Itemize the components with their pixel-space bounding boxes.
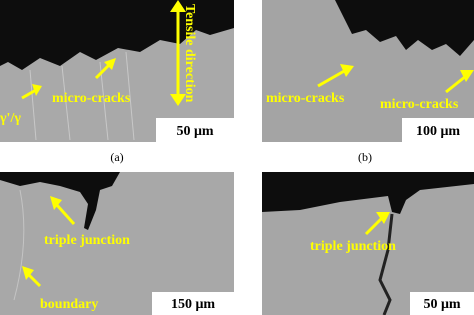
- grain-boundary: [13, 189, 25, 301]
- scale-bar: 150 μm: [171, 297, 215, 312]
- crack-region: [335, 0, 474, 56]
- panel-b: micro-cracks micro-cracks 100 μm (b): [262, 0, 474, 164]
- arrowhead: [22, 266, 34, 280]
- scale-box: [402, 118, 474, 142]
- arrowhead: [340, 64, 354, 77]
- scale-bar: 50 μm: [176, 124, 213, 139]
- arrow: [445, 74, 467, 94]
- crack: [378, 213, 394, 315]
- crack-region: [262, 172, 474, 214]
- arrow: [54, 202, 76, 226]
- scale-box: [410, 292, 474, 315]
- crack-region: [0, 172, 120, 230]
- arrowhead: [376, 212, 390, 224]
- panel-label: (b): [358, 150, 372, 164]
- arrowhead: [32, 84, 42, 96]
- arrowhead: [104, 58, 116, 70]
- annotation: Tensile direction: [182, 4, 197, 103]
- crack-region: [0, 0, 234, 70]
- micrograph: [0, 172, 234, 315]
- scale-bar: 50 μm: [423, 297, 460, 312]
- panel-label: (a): [110, 150, 123, 164]
- arrow: [26, 272, 42, 288]
- scale-box: [156, 118, 234, 142]
- arrow: [364, 216, 384, 236]
- arrowhead: [460, 70, 474, 82]
- annotation: triple junction: [44, 233, 130, 248]
- panel-c: triple junction boundary 150 μm: [0, 172, 234, 315]
- scale-box: [152, 292, 234, 315]
- arrow: [21, 88, 37, 100]
- annotation: micro-cracks: [380, 97, 459, 112]
- annotation: micro-cracks: [52, 91, 131, 106]
- arrow: [317, 68, 347, 88]
- annotation: boundary: [40, 297, 98, 312]
- scale-bar: 100 μm: [416, 124, 460, 139]
- arrow: [94, 62, 112, 80]
- annotation: triple junction: [310, 239, 396, 254]
- arrowhead: [50, 196, 62, 210]
- annotation: micro-cracks: [266, 91, 345, 106]
- panel-d: triple junction 50 μm: [262, 172, 474, 315]
- arrowhead: [170, 0, 186, 106]
- panel-a: Tensile direction micro-cracks γ'/γ 50 μ…: [0, 0, 234, 164]
- annotation: γ'/γ: [0, 111, 21, 126]
- dendrite-lines: [29, 51, 135, 141]
